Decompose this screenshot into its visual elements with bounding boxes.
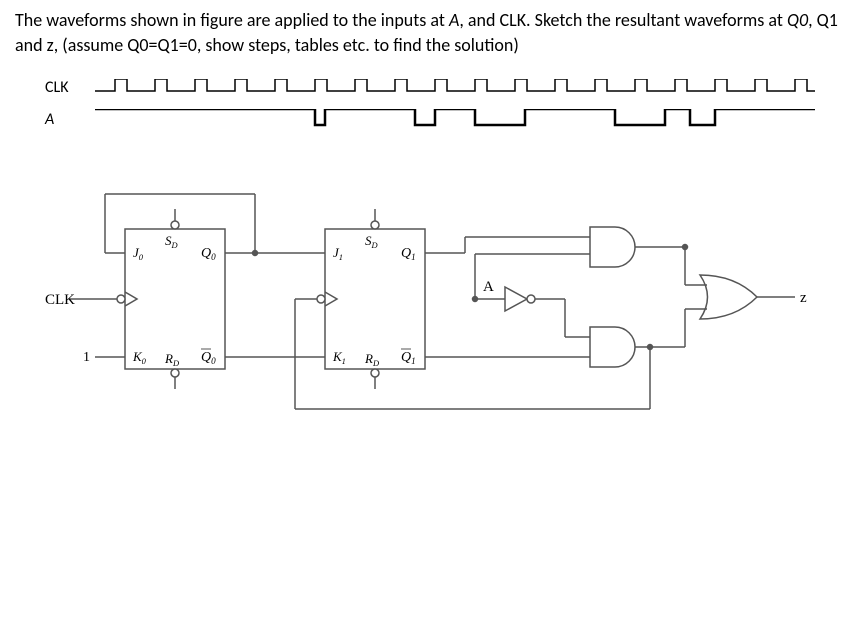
a-waveform-row: A <box>45 109 838 129</box>
svg-text:SD: SD <box>365 233 378 250</box>
var-q0: Q0 <box>787 9 808 31</box>
waveform-diagram: CLK A <box>15 78 838 129</box>
svg-text:Q1: Q1 <box>401 246 416 262</box>
circuit-svg: SD RD J0 K0 1 CLK Q0 Q0 SD RD J1 K1 Q1 Q1 Az <box>45 179 815 439</box>
clk-waveform-row: CLK <box>45 78 838 97</box>
text-2: , and CLK. Sketch the resultant waveform… <box>459 9 787 31</box>
svg-text:RD: RD <box>364 351 379 368</box>
svg-text:A: A <box>483 279 494 295</box>
svg-text:J0: J0 <box>133 245 144 262</box>
svg-text:K0: K0 <box>132 349 147 366</box>
svg-text:CLK: CLK <box>45 292 75 308</box>
svg-text:J1: J1 <box>333 245 343 262</box>
svg-text:1: 1 <box>83 350 90 365</box>
a-waveform <box>95 109 815 129</box>
clk-label: CLK <box>45 78 95 97</box>
svg-text:Q0: Q0 <box>201 246 216 262</box>
circuit-diagram: SD RD J0 K0 1 CLK Q0 Q0 SD RD J1 K1 Q1 Q1 Az <box>15 179 838 444</box>
svg-text:K1: K1 <box>332 349 346 366</box>
a-label: A <box>45 110 95 129</box>
svg-text:RD: RD <box>164 351 179 368</box>
svg-text:z: z <box>800 290 807 306</box>
svg-text:Q0: Q0 <box>201 350 216 366</box>
clk-waveform <box>95 79 815 97</box>
svg-text:Q1: Q1 <box>401 350 416 366</box>
problem-statement: The waveforms shown in figure are applie… <box>15 8 838 58</box>
text-1: The waveforms shown in figure are applie… <box>15 9 449 31</box>
var-a: A <box>449 9 459 31</box>
svg-text:SD: SD <box>165 233 178 250</box>
